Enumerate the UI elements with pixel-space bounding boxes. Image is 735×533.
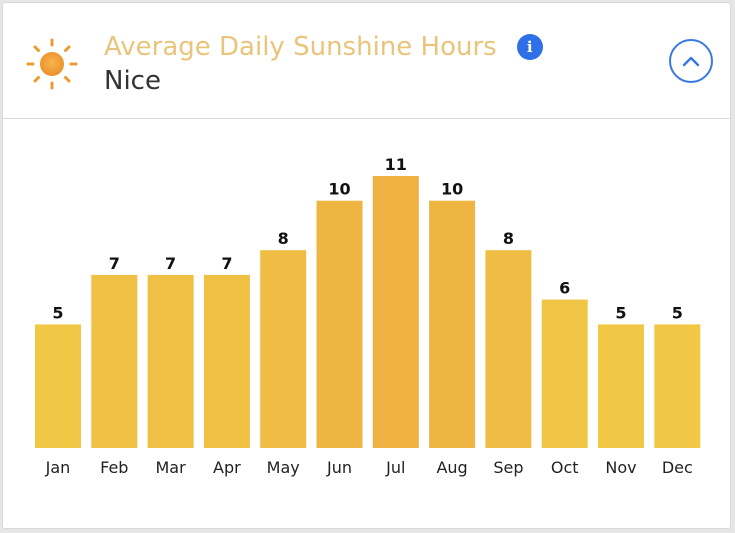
x-tick-feb: Feb: [100, 458, 128, 477]
bar-sep[interactable]: [485, 250, 532, 448]
data-label-mar: 7: [165, 254, 176, 273]
bar-feb[interactable]: [91, 274, 138, 448]
x-tick-apr: Apr: [213, 458, 241, 477]
card-title: Average Daily Sunshine Hours: [104, 32, 497, 62]
x-tick-sep: Sep: [493, 458, 523, 477]
bar-dec[interactable]: [654, 324, 701, 448]
data-label-feb: 7: [109, 254, 120, 273]
bar-apr[interactable]: [203, 274, 250, 448]
bar-may[interactable]: [260, 250, 307, 448]
data-label-jan: 5: [52, 303, 63, 322]
data-label-may: 8: [278, 229, 289, 248]
bar-jul[interactable]: [372, 176, 419, 448]
bar-chart: 5 Jan 7 Feb 7 Mar 7 Apr 8 May 10 Jun 11 Jul 10 Aug 8 Sep 6…: [3, 121, 732, 501]
title-row: Average Daily Sunshine Hours i: [104, 29, 543, 65]
bar-aug[interactable]: [429, 200, 476, 448]
x-tick-nov: Nov: [605, 458, 636, 477]
bar-jun[interactable]: [316, 200, 363, 448]
bar-mar[interactable]: [147, 274, 194, 448]
data-label-aug: 10: [441, 180, 463, 199]
data-label-sep: 8: [503, 229, 514, 248]
info-icon[interactable]: i: [516, 34, 543, 60]
x-tick-dec: Dec: [662, 458, 693, 477]
x-tick-jul: Jul: [385, 458, 405, 477]
x-tick-jun: Jun: [326, 458, 352, 477]
x-tick-jan: Jan: [45, 458, 71, 477]
bar-chart-svg: 5 Jan 7 Feb 7 Mar 7 Apr 8 May 10 Jun 11 Jul 10 Aug 8 Sep 6…: [35, 155, 701, 477]
data-label-nov: 5: [615, 303, 626, 322]
data-label-jul: 11: [385, 155, 407, 174]
data-label-dec: 5: [672, 303, 683, 322]
location-name: Nice: [104, 66, 161, 96]
data-label-apr: 7: [221, 254, 232, 273]
data-label-jun: 10: [328, 180, 350, 199]
card-header: Average Daily Sunshine Hours i Nice: [3, 3, 730, 119]
chevron-up-icon: [682, 56, 700, 67]
collapse-button[interactable]: [669, 39, 713, 83]
bar-jan[interactable]: [35, 324, 81, 448]
x-tick-aug: Aug: [436, 458, 467, 477]
x-tick-may: May: [267, 458, 300, 477]
sun-icon: [26, 38, 78, 90]
bar-nov[interactable]: [598, 324, 644, 448]
x-tick-mar: Mar: [156, 458, 187, 477]
data-label-oct: 6: [559, 279, 570, 298]
bar-oct[interactable]: [541, 299, 588, 448]
x-tick-oct: Oct: [551, 458, 579, 477]
